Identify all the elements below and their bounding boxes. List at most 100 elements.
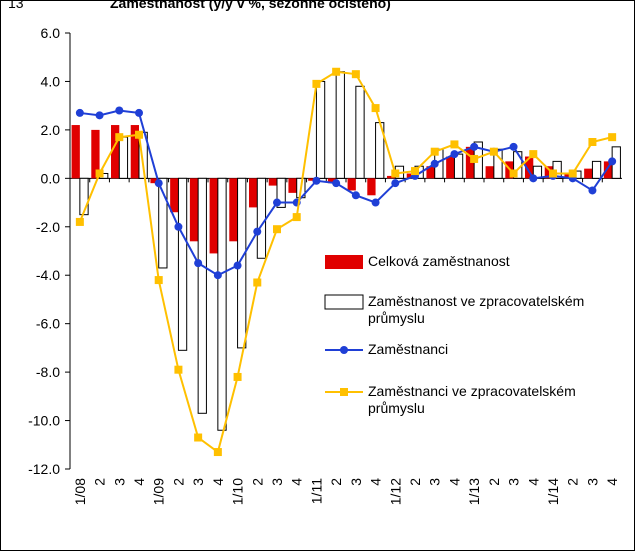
- legend-swatch: [324, 294, 364, 310]
- bar: [249, 178, 258, 208]
- marker: [529, 150, 538, 159]
- x-tick-label: 2: [486, 478, 502, 486]
- marker: [450, 140, 459, 149]
- legend-label: Zaměstnanci ve zpracovatelském průmyslu: [368, 383, 576, 416]
- bar: [130, 125, 139, 179]
- bar: [347, 178, 356, 191]
- bar: [564, 173, 573, 179]
- y-tick-label: -10.0: [28, 413, 60, 429]
- marker: [450, 150, 459, 159]
- marker: [588, 186, 597, 195]
- marker: [233, 261, 242, 270]
- x-tick-label: 1/12: [387, 478, 403, 505]
- x-tick-label: 2: [92, 478, 108, 486]
- marker: [391, 179, 400, 188]
- x-tick-label: 4: [446, 478, 462, 486]
- bar: [308, 178, 317, 181]
- marker: [509, 142, 518, 151]
- marker: [489, 147, 498, 156]
- x-tick-label: 3: [348, 478, 364, 486]
- bar: [197, 177, 207, 414]
- x-tick-label: 3: [111, 478, 127, 486]
- x-tick-label: 2: [328, 478, 344, 486]
- bar: [327, 178, 337, 184]
- marker: [332, 179, 341, 188]
- x-tick-label: 1/14: [545, 478, 561, 505]
- marker: [194, 433, 203, 442]
- marker: [253, 227, 262, 236]
- bar: [446, 156, 455, 179]
- bar: [177, 177, 188, 351]
- y-tick-label: -4.0: [36, 267, 60, 283]
- marker: [233, 372, 242, 381]
- marker: [391, 169, 400, 178]
- bar: [71, 125, 80, 179]
- x-tick-label: 3: [506, 478, 522, 486]
- y-tick-label: 0.0: [41, 170, 61, 186]
- legend-label: Celková zaměstnanost: [368, 253, 510, 269]
- marker: [608, 133, 617, 142]
- marker: [213, 271, 222, 280]
- marker: [75, 217, 84, 226]
- x-tick-label: 3: [427, 478, 443, 486]
- bar: [453, 153, 464, 179]
- legend-label: Zaměstnanost ve zpracovatelském průmyslu: [368, 293, 585, 326]
- marker: [174, 365, 183, 374]
- marker: [549, 169, 557, 178]
- bar: [276, 177, 286, 208]
- bar: [603, 161, 613, 179]
- bar: [315, 80, 326, 179]
- x-tick-label: 4: [525, 478, 541, 486]
- legend-swatch: [325, 255, 363, 269]
- bar: [591, 160, 602, 179]
- marker: [568, 169, 577, 178]
- marker: [194, 259, 203, 268]
- marker: [154, 276, 163, 285]
- marker: [470, 154, 479, 163]
- x-tick-label: 3: [190, 478, 206, 486]
- bar: [150, 178, 159, 184]
- bar: [79, 177, 89, 216]
- bar: [256, 177, 267, 259]
- marker: [273, 225, 281, 234]
- marker: [509, 169, 518, 178]
- marker: [135, 108, 143, 117]
- legend-swatch: [340, 388, 348, 396]
- y-tick-label: -8.0: [36, 364, 60, 380]
- marker: [75, 108, 84, 117]
- x-tick-label: 1/11: [308, 478, 324, 504]
- figure-number: 13: [8, 0, 24, 11]
- marker: [115, 133, 124, 142]
- bar: [170, 178, 179, 213]
- marker: [351, 191, 360, 200]
- marker: [95, 111, 104, 120]
- marker: [213, 448, 222, 457]
- legend-label: Zaměstnanci: [368, 341, 449, 357]
- marker: [95, 169, 104, 178]
- marker: [371, 104, 380, 113]
- marker: [411, 167, 419, 176]
- bar: [406, 173, 415, 179]
- x-tick-label: 4: [289, 478, 305, 486]
- bar: [584, 168, 593, 179]
- y-tick-label: -2.0: [36, 219, 60, 235]
- marker: [253, 278, 262, 287]
- bar: [288, 178, 297, 193]
- bar: [426, 166, 435, 179]
- bar: [367, 178, 376, 196]
- marker: [470, 142, 479, 151]
- x-tick-label: 4: [210, 478, 226, 486]
- x-tick-label: 3: [269, 478, 285, 486]
- chart-title: Zaměstnanost (y/y v %, sezónně očištěno): [110, 0, 391, 11]
- y-tick-label: 2.0: [41, 122, 61, 138]
- bar: [138, 131, 148, 179]
- marker: [430, 147, 439, 156]
- bar: [493, 148, 503, 179]
- y-tick-label: -12.0: [28, 461, 60, 477]
- bar: [229, 178, 238, 242]
- marker: [154, 179, 163, 188]
- y-tick-label: 6.0: [41, 25, 61, 41]
- x-tick-label: 1/09: [151, 478, 167, 505]
